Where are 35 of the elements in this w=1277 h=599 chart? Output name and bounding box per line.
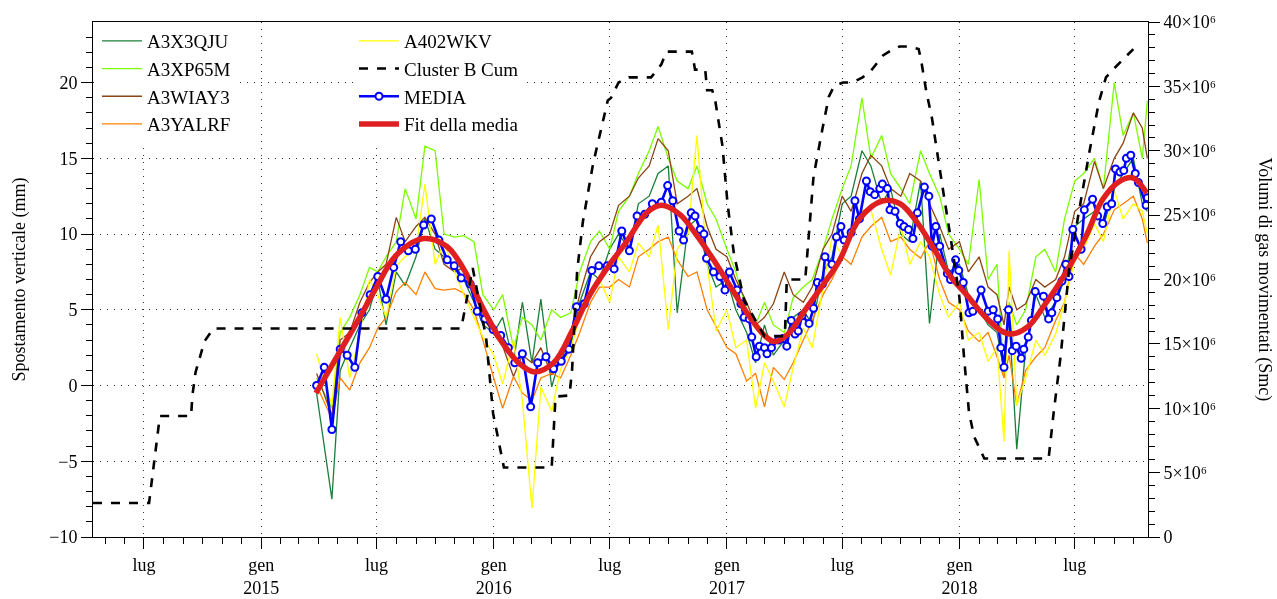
legend-label: Cluster B Cum [404,58,519,80]
x-tick-label: lug [598,554,622,575]
legend-label: Fit della media [404,114,519,136]
x-tick-label: gen 2018 [941,554,978,598]
y-tick-label: −5 [58,451,78,472]
y2-tick-label: 20×10⁶ [1163,269,1217,290]
legend-label: A3YALRF [147,114,231,136]
legend-label: MEDIA [404,86,467,108]
y2-tick-label: 25×10⁶ [1163,205,1217,226]
y2-axis-title: Volumi di gas movimentati (Smc) [1253,157,1275,402]
legend-label: A3WIAY3 [147,86,230,108]
y2-tick-label: 40×10⁶ [1163,12,1217,33]
x-tick-label: lug [1063,554,1087,575]
y-axis-title: Spostamento verticale (mm) [9,177,31,382]
y-tick-label: 15 [59,148,78,169]
y2-tick-label: 30×10⁶ [1163,141,1217,162]
y-tick-label: 5 [68,300,78,321]
x-tick-label: lug [830,554,854,575]
y-tick-label: 0 [68,375,78,396]
x-tick-label: lug [132,554,156,575]
y2-tick-label: 15×10⁶ [1163,334,1217,355]
legend-label: A3XP65M [147,58,231,80]
x-tick-label: gen 2016 [475,554,512,598]
y2-tick-label: 5×10⁶ [1163,462,1208,483]
y-tick-label: 10 [59,224,78,245]
x-tick-label: gen 2015 [243,554,280,598]
x-tick-label: gen 2017 [708,554,745,598]
y2-tick-label: 0 [1163,527,1173,548]
y-tick-label: −10 [49,527,78,548]
y2-tick-label: 35×10⁶ [1163,76,1217,97]
x-tick-label: lug [364,554,389,575]
legend-label: A3X3QJU [147,31,229,53]
legend-label: A402WKV [404,31,492,53]
y2-tick-label: 10×10⁶ [1163,398,1217,419]
y-tick-label: 20 [59,72,78,93]
